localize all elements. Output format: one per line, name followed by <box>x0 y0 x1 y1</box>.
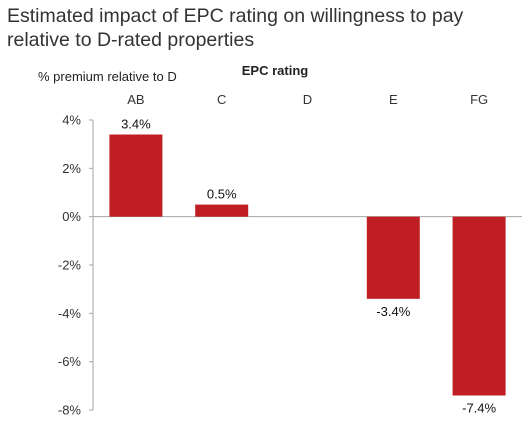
y-tick-label: 2% <box>62 161 81 176</box>
category-label: D <box>303 92 312 107</box>
y-tick-label: -6% <box>58 354 82 369</box>
category-label: FG <box>470 92 488 107</box>
category-label: E <box>389 92 398 107</box>
y-tick-label: -8% <box>58 403 82 418</box>
bar <box>195 204 249 217</box>
bar <box>366 216 420 299</box>
chart-title: Estimated impact of EPC rating on willin… <box>7 5 464 51</box>
data-label: 3.4% <box>121 117 151 132</box>
category-label: AB <box>127 92 144 107</box>
data-label: -7.4% <box>462 401 496 416</box>
y-tick-label: -2% <box>58 258 82 273</box>
y-tick-label: 4% <box>62 113 81 128</box>
data-label: 0.5% <box>207 187 237 202</box>
y-tick-label: 0% <box>62 209 81 224</box>
x-axis-title: EPC rating <box>242 63 309 78</box>
category-label: C <box>217 92 226 107</box>
bar <box>109 134 163 217</box>
y-axis-title: % premium relative to D <box>38 69 177 84</box>
bar <box>452 216 506 396</box>
y-tick-label: -4% <box>58 306 82 321</box>
data-label: -3.4% <box>376 304 410 319</box>
